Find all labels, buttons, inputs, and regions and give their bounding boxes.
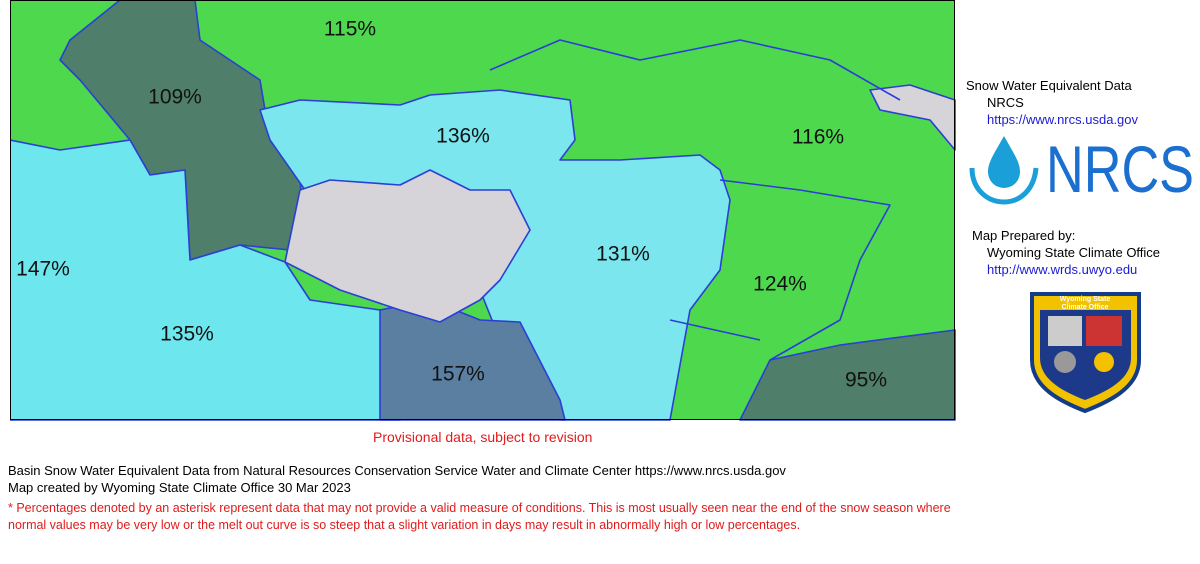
footer-created: Map created by Wyoming State Climate Off… [8,480,351,495]
basin-percentage: 116% [792,126,844,149]
footer-source: Basin Snow Water Equivalent Data from Na… [8,463,786,478]
basin-percentage: 109% [148,86,202,109]
logo-text: NRCS [1046,132,1194,206]
basin-boundary [489,39,901,361]
climate-office-badge: Wyoming State Climate Office [1030,292,1141,414]
map: 115% 109% 136% 116% 147% 131% 124% 135% 157% 95% [10,0,956,421]
badge-text: Wyoming State [1060,296,1111,303]
basin [284,169,531,323]
basin-percentage: 124% [753,273,807,296]
data-title: Snow Water Equivalent Data [966,78,1132,93]
footer-note: * Percentages denoted by an asterisk rep… [8,501,951,532]
basin-percentage: 136% [436,125,490,148]
map-frame [10,0,955,420]
nrcs-logo: NRCS [969,132,1194,206]
notice: Provisional data, subject to revision [373,429,593,445]
basin-percentage: 147% [16,258,70,281]
data-url: https://www.nrcs.usda.gov [987,112,1139,127]
basin-percentage: 135% [160,323,214,346]
logo-arc [969,167,1039,205]
badge-text: Climate Office [1061,304,1108,311]
data-source: NRCS [987,95,1024,110]
badge-sun [1094,352,1114,372]
badge-flag [1086,316,1122,346]
basin-percentage: 95% [845,369,887,392]
badge-panel [1048,316,1082,346]
basin-percentage: 131% [596,243,650,266]
badge-moon [1054,351,1076,373]
basin-percentage: 115% [324,18,376,41]
prepared-label: Map Prepared by: [972,228,1076,243]
logo-drop [988,136,1020,188]
basin-percentage: 157% [431,363,485,386]
prepared-url: http://www.wrds.uwyo.edu [987,262,1138,277]
prepared-by: Wyoming State Climate Office [987,245,1161,260]
